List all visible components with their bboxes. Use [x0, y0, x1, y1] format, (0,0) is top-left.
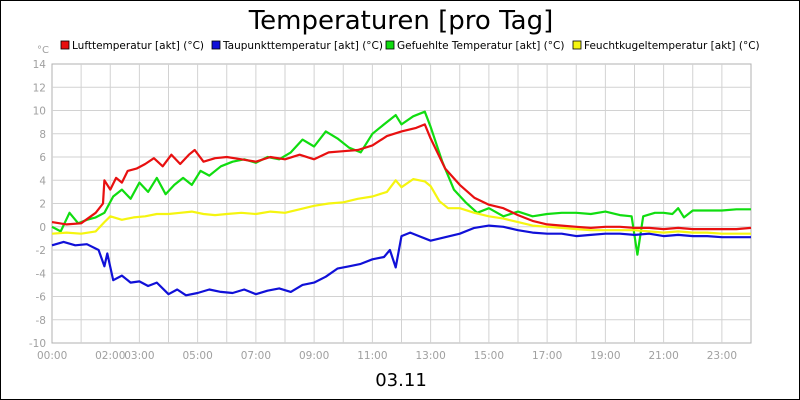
- y-tick-label: 14: [33, 59, 47, 71]
- y-tick-label: 2: [39, 199, 46, 211]
- y-tick-label: -4: [36, 268, 47, 280]
- x-tick-label: 23:00: [707, 350, 737, 362]
- legend-swatch: [211, 40, 221, 50]
- legend-label: Taupunkttemperatur [akt] (°C): [222, 40, 383, 52]
- y-tick-label: -2: [36, 245, 46, 257]
- x-tick-label: 13:00: [415, 350, 445, 362]
- legend-label: Gefuehlte Temperatur [akt] (°C): [397, 40, 564, 52]
- x-tick-label: 19:00: [590, 350, 620, 362]
- y-tick-label: 4: [39, 175, 46, 187]
- series-lines: [51, 110, 752, 297]
- x-tick-label: 17:00: [532, 350, 562, 362]
- series-line-2: [51, 224, 751, 297]
- y-tick-label: 6: [39, 152, 46, 164]
- y-tick-label: -8: [36, 315, 46, 327]
- series-line-1: [51, 123, 752, 231]
- chart-title: Temperaturen [pro Tag]: [248, 6, 554, 36]
- x-tick-label: 05:00: [182, 350, 212, 362]
- legend-swatch: [60, 40, 70, 50]
- legend-label: Feuchtkugeltemperatur [akt] (°C): [584, 40, 760, 52]
- x-tick-label: 21:00: [648, 350, 678, 362]
- y-axis-unit: °C: [37, 45, 49, 56]
- x-tick-label: 03:00: [124, 350, 154, 362]
- x-tick-label: 00:00: [37, 350, 67, 362]
- x-tick-label: 07:00: [241, 350, 271, 362]
- legend-swatch: [385, 40, 395, 50]
- legend: Lufttemperatur [akt] (°C) Taupunkttempera…: [60, 40, 760, 52]
- y-tick-label: 10: [33, 106, 46, 118]
- x-tick-label: 02:00: [95, 350, 125, 362]
- series-line-3: [51, 110, 751, 256]
- x-tick-label: 11:00: [357, 350, 387, 362]
- legend-swatch: [572, 40, 582, 50]
- y-tick-label: 8: [39, 129, 46, 141]
- x-tick-label: 15:00: [474, 350, 504, 362]
- y-tick-label: -10: [29, 338, 46, 350]
- y-tick-label: 0: [39, 222, 46, 234]
- series-line-4: [51, 178, 751, 235]
- date-label: 03.11: [375, 370, 427, 391]
- y-tick-label: -6: [36, 292, 47, 304]
- legend-label: Lufttemperatur [akt] (°C): [72, 40, 204, 52]
- y-tick-label: 12: [33, 82, 46, 94]
- y-axis-ticks: 14 12 10 8 6 4 2 0 -2 -4 -6 -8 -10: [29, 59, 46, 350]
- x-tick-label: 09:00: [299, 350, 329, 362]
